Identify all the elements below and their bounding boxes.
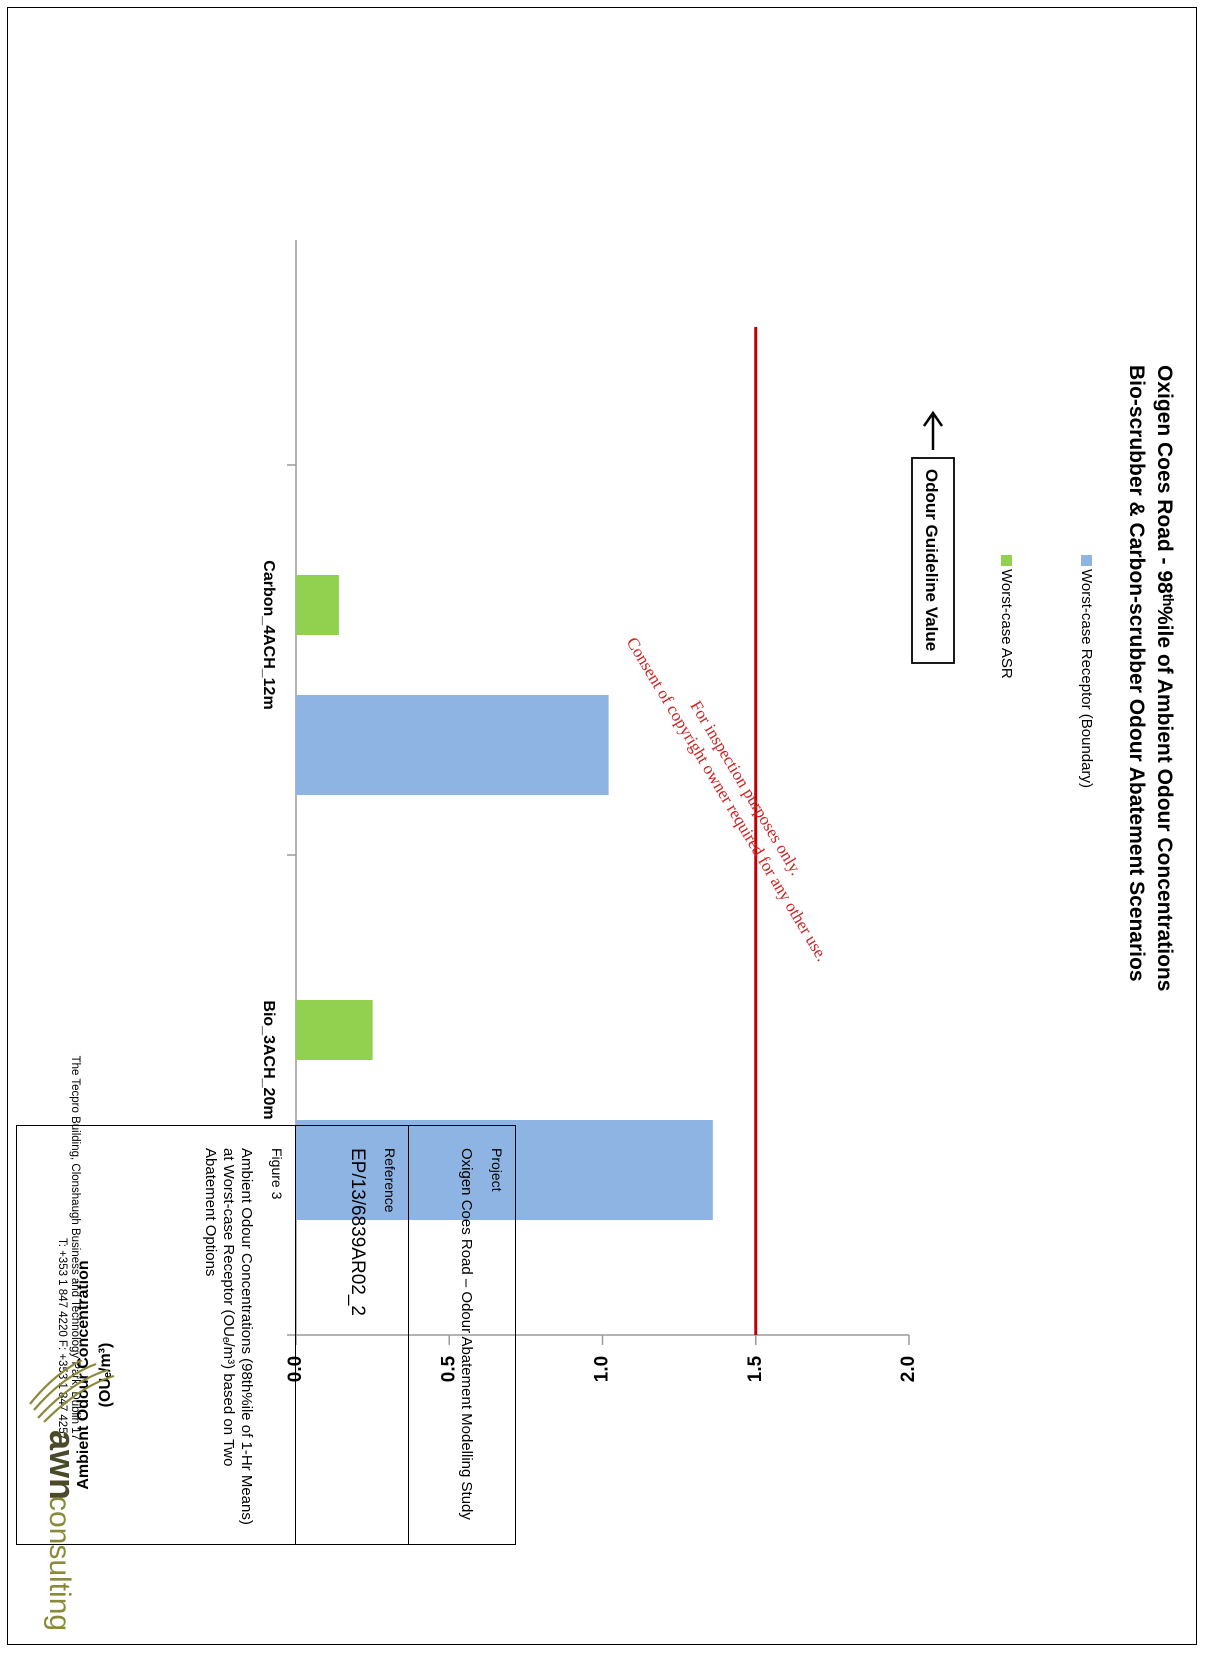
footer-phone-line: T: +353 1 847 4220 F: +353 1 847 4257 xyxy=(56,1237,68,1440)
title-block-project: Project Oxigen Coes Road – Odour Abateme… xyxy=(408,1126,515,1544)
bar-asr xyxy=(296,1000,373,1060)
logo-awn: awn xyxy=(42,1430,83,1500)
bar-asr xyxy=(295,575,339,635)
y-tick-label: 1.0 xyxy=(592,1356,613,1382)
x-category-label: Bio_3ACH_20m xyxy=(260,1000,277,1119)
y-tick-label: 1.5 xyxy=(745,1355,766,1382)
legend-swatch-asr xyxy=(1001,555,1012,566)
project-heading: Project xyxy=(489,1148,505,1192)
guideline-annotation-box xyxy=(911,457,955,664)
watermark-line-2: Consent of copyright owner required for … xyxy=(623,634,832,965)
legend-swatch-receptor xyxy=(1081,555,1092,566)
y-tick-label: 0.5 xyxy=(438,1355,459,1382)
legend-label-receptor: Worst-case Receptor (Boundary) xyxy=(1078,569,1095,788)
watermark-line-1: For inspection purposes only. xyxy=(686,697,805,878)
page-frame xyxy=(7,7,1197,1645)
logo-swoosh-icon xyxy=(29,1360,115,1423)
figure-caption: Ambient Odour Concentrations (98th%ile o… xyxy=(202,1148,255,1525)
y-axis-title: Ambient Odour Concentration (OUₑ/m³) xyxy=(75,1260,114,1489)
logo-consulting: consulting xyxy=(43,1496,76,1630)
reference-heading: Reference xyxy=(382,1148,398,1213)
chart-title-line-1: Oxigen Coes Road - 98ᵗʰ%ile of Ambient O… xyxy=(1153,365,1176,991)
footer-address: The Tecpro Building, Clonshaugh Business… xyxy=(55,880,81,1440)
bar-receptor xyxy=(296,1120,713,1220)
plot-area: 0.0 0.5 1.0 1.5 2.0 Bio_3ACH_20m Carbon_4ACH_1… xyxy=(260,240,919,1382)
reference-code: EP/13/6839AR02_2 xyxy=(347,1148,368,1316)
legend-label-asr: Worst-case ASR xyxy=(998,569,1015,679)
bar-receptor xyxy=(296,695,609,795)
project-name: Oxigen Coes Road – Odour Abatement Model… xyxy=(458,1148,475,1520)
watermark: For inspection purposes only. Consent of… xyxy=(623,634,832,965)
awn-consulting-logo: awn consulting xyxy=(29,1360,115,1630)
guideline-annotation-label: Odour Guideline Value xyxy=(922,469,941,651)
y-tick-label: 0.0 xyxy=(285,1356,306,1382)
chart-title-line-2: Bio-scrubber & Carbon-scrubber Odour Aba… xyxy=(1125,365,1148,982)
y-axis-title-main: Ambient Odour Concentration xyxy=(75,1260,92,1489)
guideline-arrow xyxy=(922,410,944,450)
x-category-label: Carbon_4ACH_12m xyxy=(260,560,277,709)
title-block-reference: Reference EP/13/6839AR02_2 xyxy=(295,1126,408,1544)
y-tick-label: 2.0 xyxy=(898,1356,919,1382)
figure-heading: Figure 3 xyxy=(269,1148,285,1200)
footer-address-line: The Tecpro Building, Clonshaugh Business… xyxy=(69,1055,81,1440)
y-axis-title-unit: (OUₑ/m³) xyxy=(97,1343,114,1408)
